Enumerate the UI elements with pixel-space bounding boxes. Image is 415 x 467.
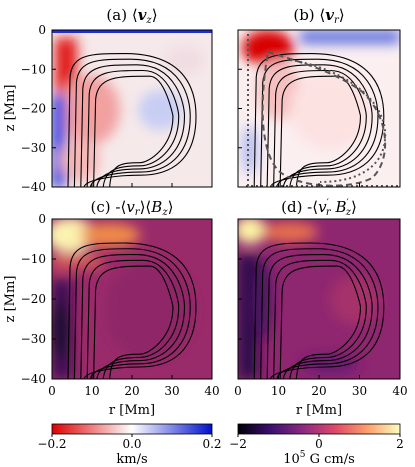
field-line-contour [279,75,362,187]
field-line-contour [253,242,385,379]
x-tick-label: 0 [48,384,56,398]
field-line-contour [93,265,174,379]
colorbar-tick-label: 2 [396,437,404,451]
y-tick-label: 0 [38,23,46,37]
field-line-contour [80,64,186,187]
panel-a-title: (a) ⟨vz⟩ [106,6,157,26]
colorbar-tick-label: 0.0 [122,437,141,451]
field-line-contour [266,253,373,379]
panel-b [237,29,401,188]
panel-c-xlabel: r [Mm] [109,403,155,418]
x-tick-label: 0 [234,384,242,398]
panel-d-xlabel: r [Mm] [296,403,342,418]
y-tick-label: −40 [21,180,46,194]
y-tick-label: −10 [21,252,46,266]
x-tick-label: 20 [124,384,139,398]
colorbar-tick-label: 0.2 [202,437,221,451]
field-line-contour [86,259,180,379]
x-tick-label: 40 [392,384,407,398]
field-line-contour [253,52,385,187]
x-tick-label: 30 [164,384,179,398]
y-tick-label: 0 [38,212,46,226]
colorbar-velocity: −0.2 0.0 0.2 km/s [37,423,222,467]
field-line-contour [73,58,191,187]
panel-d [237,218,401,380]
panel-c-y-ticks: 0 −10 −20 −30 −40 [21,212,46,386]
y-tick-label: −40 [21,372,46,386]
field-line-contour [273,259,367,379]
field-line-contour [67,242,197,379]
field-line-contour [260,248,379,379]
field-line-contour [86,69,180,187]
field-line-contour [80,253,186,379]
panel-a-y-ticks: 0 −10 −20 −30 −40 [21,23,46,194]
panel-a-ylabel: z [Mm] [3,85,18,132]
y-tick-label: −20 [21,292,46,306]
field-line-contour [260,58,379,187]
panel-c-ylabel: z [Mm] [3,276,18,323]
field-line-contour [266,64,373,187]
x-tick-label: 10 [271,384,286,398]
colorbar-tick-label: −0.2 [37,437,66,451]
panel-c [51,218,213,380]
tick-marks [51,29,401,380]
field-line-contour [67,52,197,187]
y-tick-label: −10 [21,62,46,76]
panel-c-title: (c) -⟨vr⟩⟨Bz⟩ [91,198,174,218]
field-line-contour [93,75,174,187]
colorbar-flux: −2 0 2 105 G cm/s [229,423,404,467]
y-tick-label: −30 [21,141,46,155]
x-tick-label: 30 [352,384,367,398]
colorbar-velocity-label: km/s [116,452,147,467]
panel-d-x-ticks: 0 10 20 30 40 [234,384,407,398]
y-tick-label: −20 [21,102,46,116]
panel-a [51,29,213,188]
panel-d-title: (d) -⟨v′ r B′ z⟩ [281,198,357,218]
x-tick-label: 40 [204,384,219,398]
field-line-contour [279,265,362,379]
panel-c-x-ticks: 0 10 20 30 40 [48,384,219,398]
colorbar-tick-label: 0 [315,437,323,451]
field-line-contour [73,248,191,379]
panel-b-title: (b) ⟨vr⟩ [293,6,344,26]
y-tick-label: −30 [21,332,46,346]
x-tick-label: 10 [84,384,99,398]
x-tick-label: 20 [311,384,326,398]
colorbar-tick-label: −2 [229,437,247,451]
colorbar-flux-label: 105 G cm/s [283,450,355,467]
field-line-contour [273,69,367,187]
